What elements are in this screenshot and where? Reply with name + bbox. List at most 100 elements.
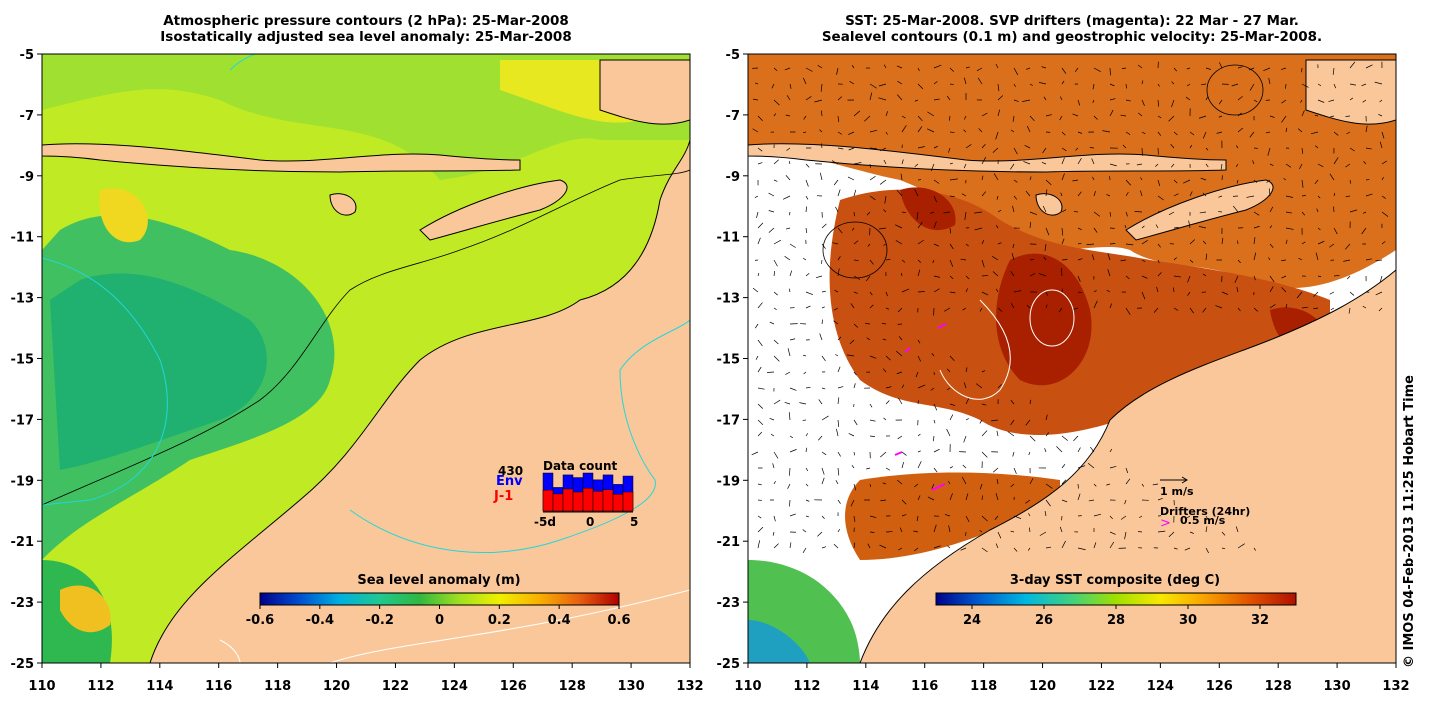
velocity-arrow: [1010, 419, 1015, 426]
velocity-arrow: [1109, 83, 1115, 87]
velocity-arrow: [1348, 307, 1351, 314]
velocity-arrow: [1109, 303, 1112, 309]
velocity-arrow: [1061, 80, 1065, 85]
velocity-arrow: [1077, 275, 1081, 282]
velocity-arrow: [1093, 290, 1097, 293]
velocity-arrow: [820, 143, 823, 149]
velocity-arrow: [754, 82, 759, 85]
velocity-arrow: [1125, 211, 1128, 217]
lesser-sunda-islands: [42, 143, 521, 173]
velocity-arrow: [878, 227, 887, 230]
velocity-arrow: [1136, 163, 1143, 166]
velocity-arrow: [1028, 527, 1031, 533]
velocity-arrow: [916, 211, 919, 220]
velocity-arrow: [789, 542, 792, 549]
velocity-arrow: [974, 211, 983, 214]
velocity-arrow: [899, 527, 903, 533]
velocity-arrow: [1077, 447, 1081, 453]
velocity-arrow: [1157, 272, 1162, 277]
velocity-arrow: [853, 110, 861, 117]
velocity-arrow: [1092, 176, 1095, 181]
velocity-arrow: [851, 465, 855, 469]
velocity-arrow: [833, 543, 839, 549]
velocity-arrow: [1381, 131, 1385, 139]
velocity-arrow: [981, 175, 984, 181]
velocity-arrow: [1269, 206, 1274, 213]
lat-tick-label: -7: [20, 109, 34, 124]
velocity-arrow: [1121, 67, 1127, 70]
colorbar-tick-label: 28: [1107, 613, 1125, 628]
velocity-arrow: [1093, 513, 1102, 517]
velocity-arrow: [757, 339, 763, 347]
velocity-arrow: [979, 483, 983, 490]
velocity-arrow: [835, 206, 839, 213]
velocity-arrow: [1266, 179, 1271, 183]
velocity-arrow: [1202, 192, 1207, 197]
velocity-arrow: [1314, 179, 1319, 185]
velocity-arrow: [1205, 253, 1208, 261]
velocity-arrow: [879, 147, 887, 152]
velocity-arrow: [1221, 291, 1228, 295]
velocity-arrow: [965, 288, 968, 293]
velocity-arrow: [866, 467, 871, 470]
velocity-arrow: [837, 96, 843, 101]
velocity-arrow: [949, 131, 955, 133]
velocity-arrow: [1187, 291, 1191, 296]
velocity-arrow: [1029, 221, 1032, 229]
sst-cold-corner: [748, 620, 810, 663]
sla-positive-south: [60, 585, 111, 633]
velocity-arrow: [1025, 190, 1031, 197]
velocity-arrow: [1310, 131, 1319, 135]
velocity-arrow: [837, 189, 841, 197]
velocity-arrow: [981, 370, 986, 373]
velocity-arrow: [1378, 307, 1383, 312]
velocity-arrow: [1059, 115, 1063, 121]
velocity-arrow: [897, 307, 903, 313]
velocity-arrow: [773, 399, 781, 405]
velocity-arrow: [1365, 125, 1368, 133]
velocity-arrow: [994, 515, 999, 520]
velocity-arrow: [965, 515, 970, 522]
velocity-arrow: [1361, 227, 1367, 235]
velocity-arrow: [1173, 275, 1182, 278]
velocity-arrow: [1189, 131, 1195, 136]
australia-landmass: [149, 139, 690, 663]
lat-tick-label: -19: [11, 474, 35, 489]
velocity-arrow: [757, 366, 762, 373]
velocity-arrow: [1039, 531, 1047, 536]
velocity-arrow: [1141, 483, 1145, 487]
velocity-arrow: [981, 403, 987, 406]
colorbar-tick-label: -0.2: [365, 613, 393, 628]
velocity-arrow: [882, 368, 887, 373]
timor-island: [419, 179, 568, 241]
velocity-arrow: [1157, 259, 1160, 264]
velocity-arrow: [1246, 195, 1255, 198]
velocity-arrow: [917, 339, 921, 344]
velocity-arrow: [995, 543, 999, 549]
velocity-arrow: [757, 403, 764, 409]
velocity-arrow: [933, 467, 938, 473]
velocity-arrow: [1381, 195, 1386, 199]
velocity-arrow: [1365, 147, 1372, 150]
lat-tick-label: -5: [20, 48, 34, 63]
velocity-arrow: [1333, 192, 1336, 197]
velocity-arrow: [1186, 83, 1191, 87]
velocity-arrow: [949, 162, 953, 165]
lat-tick-label: -13: [11, 292, 35, 307]
velocity-arrow: [768, 210, 775, 213]
velocity-arrow: [1090, 446, 1095, 453]
velocity-arrow: [869, 259, 874, 265]
velocity-arrow: [1281, 115, 1287, 123]
velocity-arrow: [883, 417, 887, 421]
right-axes: -5 -7 -9 -11 -13 -15 -17 -19 -21 -23 -25 110 112 114 1…: [717, 48, 1410, 694]
velocity-arrow: [1237, 66, 1243, 69]
velocity-arrow: [805, 163, 810, 168]
velocity-arrow: [832, 242, 839, 245]
lat-tick-label: -17: [11, 413, 35, 428]
velocity-arrow: [1189, 307, 1194, 314]
lat-tick-label: -17: [717, 413, 741, 428]
lat-tick-label: -15: [11, 353, 35, 368]
velocity-arrow: [1107, 253, 1111, 261]
velocity-arrow: [773, 179, 778, 182]
lon-tick-label: 132: [676, 679, 703, 694]
